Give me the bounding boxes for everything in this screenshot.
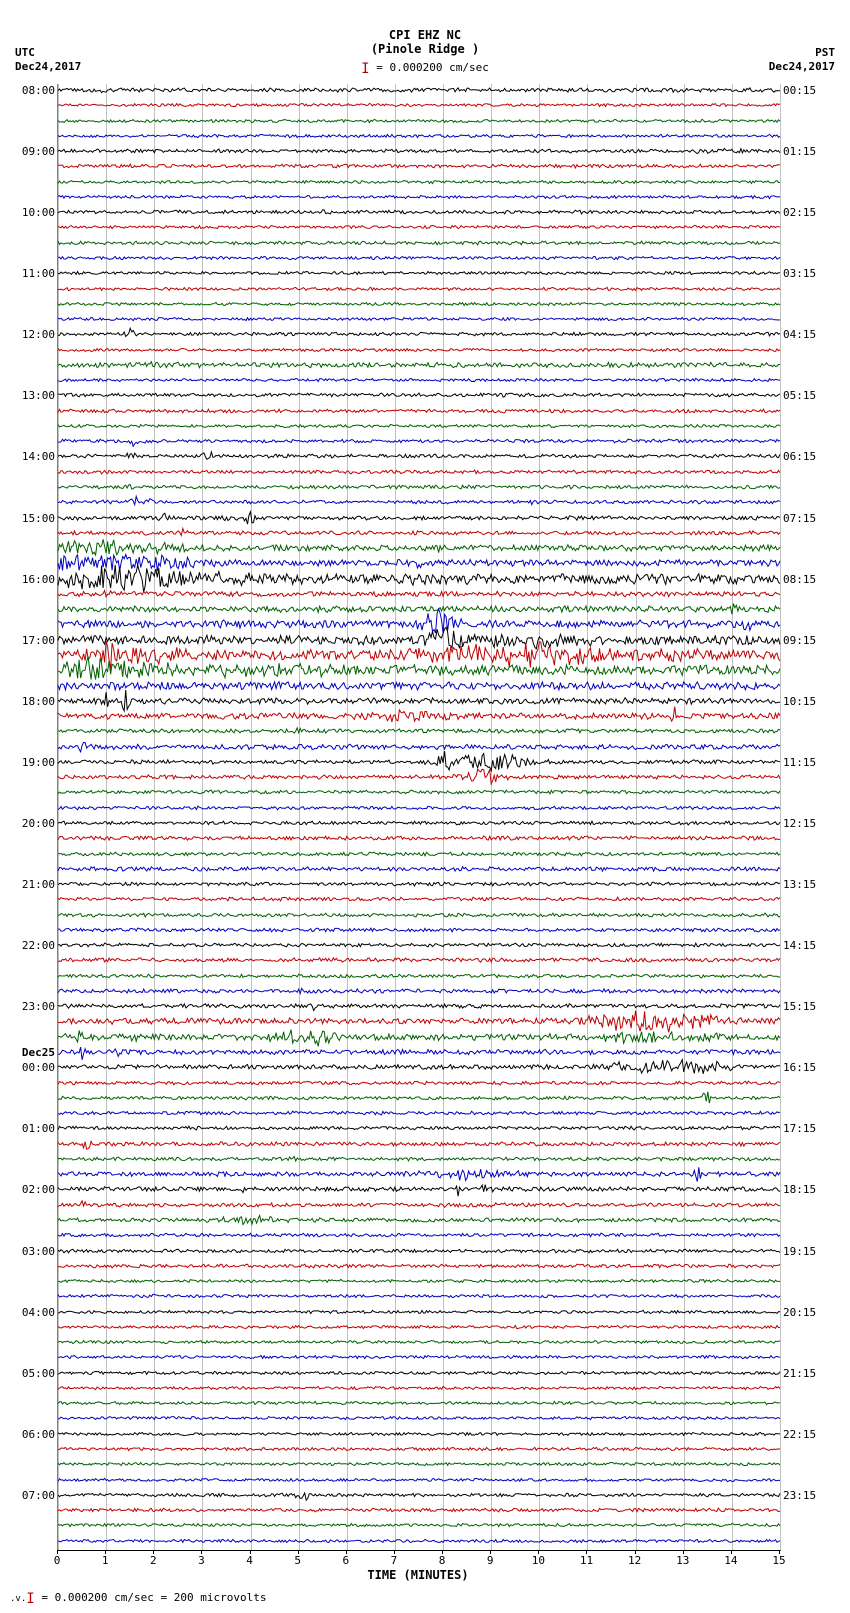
time-label-pst: 00:15: [783, 84, 816, 97]
gridline: [780, 84, 781, 1550]
time-label-utc: 14:00: [22, 450, 55, 463]
time-label-utc: 13:00: [22, 389, 55, 402]
time-label-pst: 05:15: [783, 389, 816, 402]
time-label-pst: 14:15: [783, 939, 816, 952]
time-label-utc: 05:00: [22, 1367, 55, 1380]
time-label-pst: 23:15: [783, 1489, 816, 1502]
x-tick-label: 14: [724, 1554, 737, 1567]
time-label-pst: 13:15: [783, 878, 816, 891]
x-tick-label: 3: [198, 1554, 205, 1567]
x-tick-label: 7: [391, 1554, 398, 1567]
footnote: .v.I = 0.000200 cm/sec = 200 microvolts: [10, 1591, 267, 1607]
time-label-utc: 22:00: [22, 939, 55, 952]
time-label-utc: 17:00: [22, 634, 55, 647]
time-label-pst: 16:15: [783, 1061, 816, 1074]
x-tick-label: 0: [54, 1554, 61, 1567]
seismogram-container: CPI EHZ NC (Pinole Ridge ) I = 0.000200 …: [0, 0, 850, 1613]
x-tick-label: 6: [342, 1554, 349, 1567]
time-label-pst: 18:15: [783, 1183, 816, 1196]
time-label-utc: 06:00: [22, 1428, 55, 1441]
time-label-utc: 15:00: [22, 512, 55, 525]
x-tick-label: 1: [102, 1554, 109, 1567]
x-axis-title: TIME (MINUTES): [57, 1568, 779, 1582]
time-label-utc: 23:00: [22, 1000, 55, 1013]
time-label-utc: 03:00: [22, 1245, 55, 1258]
time-label-utc: 09:00: [22, 145, 55, 158]
time-label-utc: 01:00: [22, 1122, 55, 1135]
x-tick-label: 5: [294, 1554, 301, 1567]
x-tick-label: 4: [246, 1554, 253, 1567]
timezone-left: UTC: [15, 46, 35, 59]
station-id: CPI EHZ NC: [0, 28, 850, 42]
time-label-pst: 04:15: [783, 328, 816, 341]
x-tick-label: 12: [628, 1554, 641, 1567]
timezone-right: PST: [815, 46, 835, 59]
x-tick-label: 10: [532, 1554, 545, 1567]
time-label-utc: 21:00: [22, 878, 55, 891]
time-label-utc: 04:00: [22, 1306, 55, 1319]
x-tick-label: 13: [676, 1554, 689, 1567]
time-label-pst: 01:15: [783, 145, 816, 158]
time-label-pst: 02:15: [783, 206, 816, 219]
time-label-utc: 07:00: [22, 1489, 55, 1502]
time-label-utc: 19:00: [22, 756, 55, 769]
time-label-pst: 15:15: [783, 1000, 816, 1013]
time-label-pst: 03:15: [783, 267, 816, 280]
date-rollover-label: Dec25: [22, 1046, 55, 1059]
seismogram-plot: 08:0000:1509:0001:1510:0002:1511:0003:15…: [57, 84, 781, 1551]
time-label-utc: 12:00: [22, 328, 55, 341]
time-label-pst: 12:15: [783, 817, 816, 830]
time-label-pst: 22:15: [783, 1428, 816, 1441]
time-label-pst: 17:15: [783, 1122, 816, 1135]
x-tick-label: 15: [772, 1554, 785, 1567]
time-label-utc: 18:00: [22, 695, 55, 708]
time-label-pst: 06:15: [783, 450, 816, 463]
time-label-pst: 07:15: [783, 512, 816, 525]
time-label-pst: 20:15: [783, 1306, 816, 1319]
time-label-utc: 08:00: [22, 84, 55, 97]
time-label-pst: 21:15: [783, 1367, 816, 1380]
time-label-utc: 00:00: [22, 1061, 55, 1074]
time-label-pst: 09:15: [783, 634, 816, 647]
time-label-pst: 08:15: [783, 573, 816, 586]
time-label-pst: 11:15: [783, 756, 816, 769]
station-location: (Pinole Ridge ): [0, 42, 850, 56]
x-tick-label: 11: [580, 1554, 593, 1567]
time-label-utc: 10:00: [22, 206, 55, 219]
x-tick-label: 8: [439, 1554, 446, 1567]
x-tick-label: 9: [487, 1554, 494, 1567]
x-tick-label: 2: [150, 1554, 157, 1567]
time-label-utc: 11:00: [22, 267, 55, 280]
time-label-utc: 20:00: [22, 817, 55, 830]
time-label-pst: 19:15: [783, 1245, 816, 1258]
time-label-utc: 16:00: [22, 573, 55, 586]
time-label-pst: 10:15: [783, 695, 816, 708]
time-label-utc: 02:00: [22, 1183, 55, 1196]
